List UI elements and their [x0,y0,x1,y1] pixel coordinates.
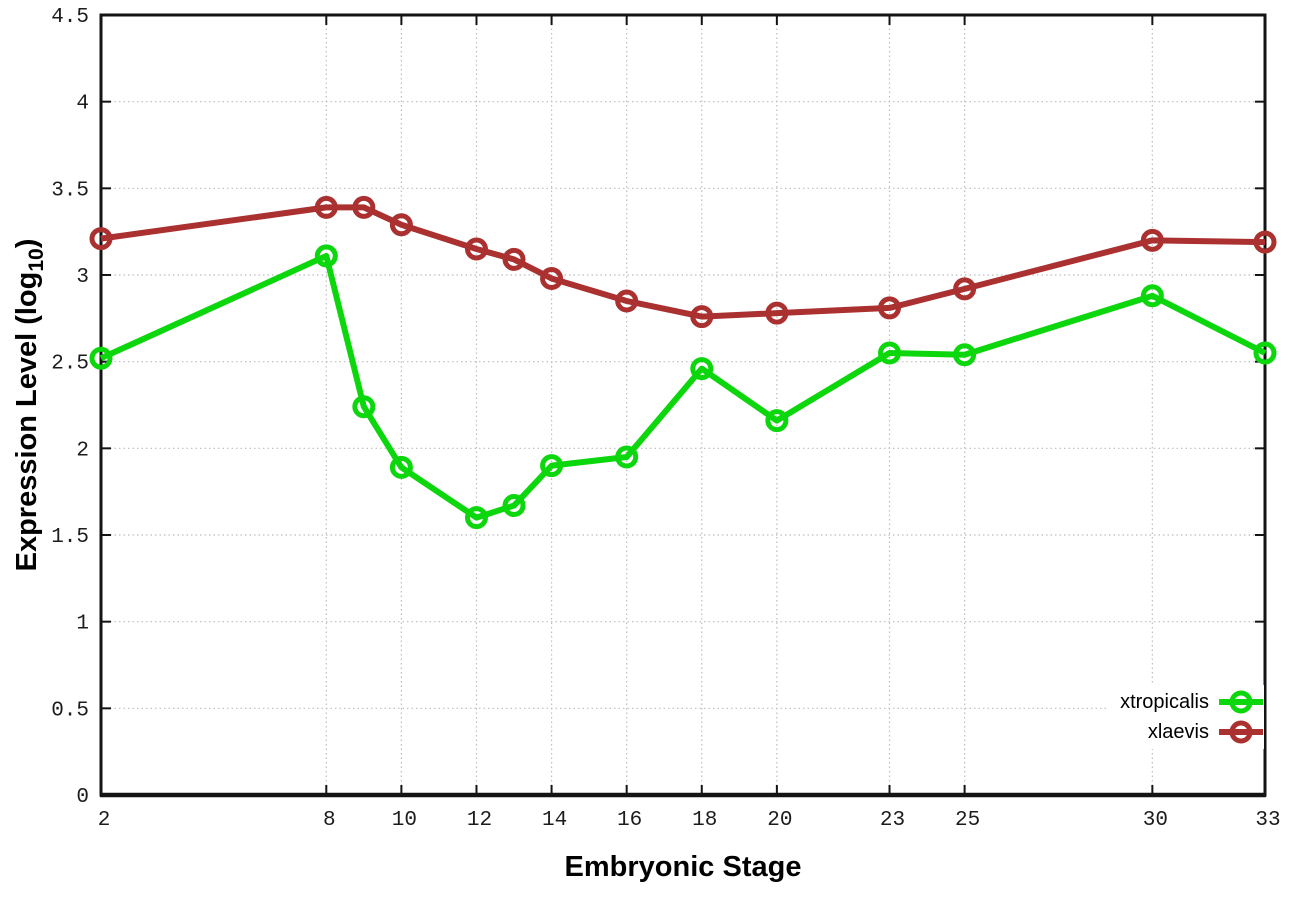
data-point-xtropicalis [389,455,413,479]
x-tick-label: 33 [1255,809,1280,832]
legend-marker-xlaevis [1219,720,1263,744]
x-tick-label: 10 [392,809,417,832]
x-tick-label: 23 [880,809,905,832]
legend-marker-xtropicalis [1219,690,1263,714]
y-axis-title: Expression Level (log10) [11,238,48,572]
x-axis-title: Embryonic Stage [564,851,802,883]
plot-border [99,13,1267,797]
data-point-xtropicalis [1253,341,1277,365]
data-point-xtropicalis [690,357,714,381]
data-point-xtropicalis [352,395,376,419]
y-tick-label: 0.5 [51,699,89,722]
x-tick-label: 8 [323,809,336,832]
y-tick-label: 4 [76,93,89,116]
y-tick-label: 3.5 [51,179,89,202]
y-axis-title-subscript: 10 [24,248,48,272]
legend: xtropicalis xlaevis [1106,685,1264,749]
x-tick-label: 18 [692,809,717,832]
y-tick-label: 2 [76,439,89,462]
y-tick-label: 0 [76,786,89,809]
data-point-xtropicalis [953,343,977,367]
data-point-xtropicalis [765,409,789,433]
data-point-xlaevis [502,247,526,271]
x-tick-label: 12 [467,809,492,832]
data-point-xlaevis [1140,228,1164,252]
data-point-xtropicalis [502,494,526,518]
legend-label-xlaevis: xlaevis [1147,720,1209,743]
data-point-xlaevis [1253,230,1277,254]
y-tick-label: 1 [76,613,89,636]
series-line-xtropicalis [99,252,1267,521]
data-point-xlaevis [89,227,113,251]
data-point-xlaevis [878,296,902,320]
data-point-xtropicalis [1140,284,1164,308]
x-tick-label: 30 [1143,809,1168,832]
legend-item-xtropicalis: xtropicalis [1120,687,1264,717]
legend-item-xlaevis: xlaevis [1120,717,1264,747]
data-point-xlaevis [953,277,977,301]
data-point-xlaevis [615,289,639,313]
x-tick-label: 25 [955,809,980,832]
y-tick-label: 2.5 [51,353,89,376]
y-tick-label: 3 [76,266,89,289]
data-point-xtropicalis [540,454,564,478]
data-point-xtropicalis [464,506,488,530]
series-line-xlaevis [100,204,1266,320]
data-point-xlaevis [464,237,488,261]
y-tick-label: 1.5 [51,526,89,549]
data-point-xlaevis [389,213,413,237]
y-tick-label: 4.5 [51,6,89,29]
data-point-xtropicalis [89,346,113,370]
data-point-xlaevis [352,195,376,219]
data-point-xlaevis [540,266,564,290]
data-point-xtropicalis [615,445,639,469]
data-point-xtropicalis [314,244,338,268]
data-point-xlaevis [690,305,714,329]
x-tick-label: 16 [617,809,642,832]
data-point-xlaevis [765,301,789,325]
data-point-xtropicalis [878,341,902,365]
x-tick-label: 2 [98,809,111,832]
x-tick-label: 20 [767,809,792,832]
legend-label-xtropicalis: xtropicalis [1120,690,1209,713]
data-point-xlaevis [314,195,338,219]
x-tick-label: 14 [542,809,567,832]
